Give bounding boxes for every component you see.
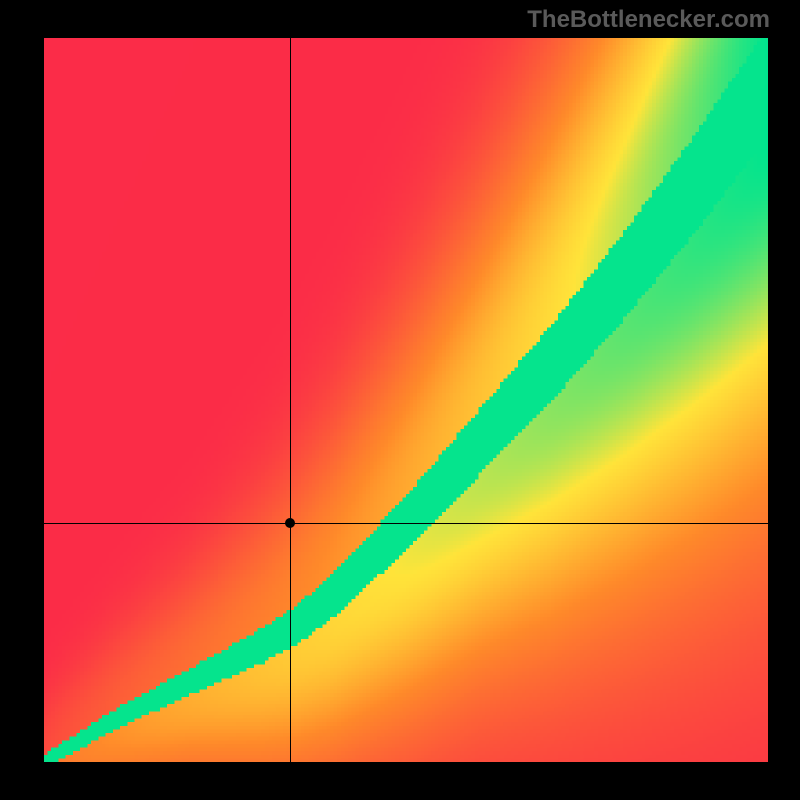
heatmap-canvas bbox=[44, 38, 768, 762]
crosshair-vertical bbox=[290, 38, 291, 762]
crosshair-horizontal bbox=[44, 523, 768, 524]
selected-point-marker bbox=[285, 518, 295, 528]
chart-container: TheBottlenecker.com bbox=[0, 0, 800, 800]
watermark-text: TheBottlenecker.com bbox=[527, 6, 770, 34]
